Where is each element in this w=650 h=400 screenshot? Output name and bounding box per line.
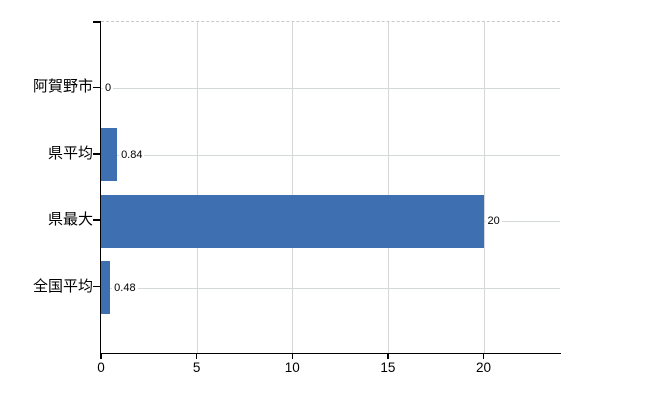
x-axis-tick [482, 354, 485, 359]
category-label: 阿賀野市 [32, 78, 93, 96]
x-axis-tick [387, 354, 389, 359]
category-label: 県平均 [47, 144, 93, 162]
gridline-horizontal [101, 154, 560, 156]
value-label: 0.84 [119, 147, 145, 162]
x-axis-tick-label: 10 [284, 360, 300, 375]
category-label: 県最大 [47, 211, 93, 229]
x-axis-tick [291, 354, 293, 359]
category-label: 全国平均 [32, 277, 93, 295]
y-axis-tick [93, 153, 100, 155]
x-axis-line [99, 352, 561, 354]
bar-4 [101, 261, 111, 315]
y-axis-line [99, 21, 101, 353]
y-axis-tick [93, 285, 100, 288]
plot-area: 0 0.84 20 0.48 [101, 21, 560, 353]
x-axis-tick-label: 5 [192, 360, 201, 375]
value-label: 0.48 [112, 280, 138, 295]
gridline-horizontal [101, 88, 560, 90]
x-axis-tick [100, 354, 102, 359]
x-axis-tick [195, 354, 198, 359]
y-axis-tick [93, 86, 100, 89]
gridline-vertical [483, 22, 485, 353]
value-label: 0 [103, 81, 114, 96]
x-axis-tick-label: 0 [97, 360, 105, 375]
gridline-vertical [387, 22, 389, 353]
gridline-vertical [292, 22, 294, 353]
x-axis-tick-label: 15 [380, 360, 396, 375]
value-label: 20 [485, 214, 502, 229]
bar-2 [101, 128, 118, 182]
y-axis-tick [93, 219, 100, 221]
bar-3 [101, 194, 484, 248]
gridline-horizontal [101, 287, 560, 289]
gridline-vertical [196, 22, 198, 353]
x-axis-tick-label: 20 [475, 360, 492, 375]
y-axis-end-tick [93, 21, 100, 23]
